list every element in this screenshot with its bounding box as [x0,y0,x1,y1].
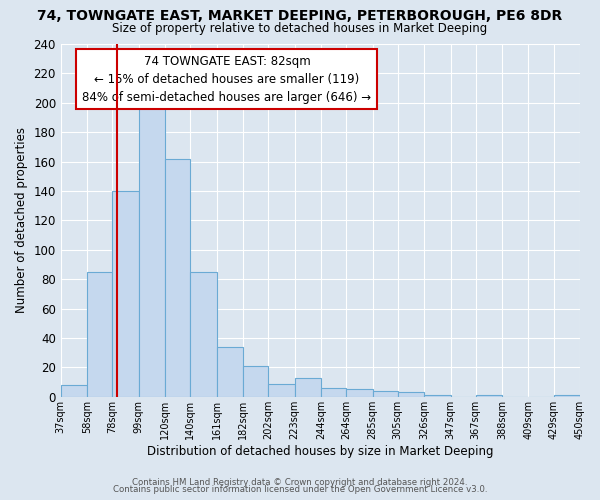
Bar [398,392,424,397]
Bar [217,347,243,397]
Bar [243,366,268,397]
Bar [112,191,139,397]
Bar [554,396,580,397]
Bar [295,378,321,397]
Bar [321,388,346,397]
Text: Contains HM Land Registry data © Crown copyright and database right 2024.: Contains HM Land Registry data © Crown c… [132,478,468,487]
Text: 74 TOWNGATE EAST: 82sqm
← 15% of detached houses are smaller (119)
84% of semi-d: 74 TOWNGATE EAST: 82sqm ← 15% of detache… [82,54,371,104]
Bar [268,384,295,397]
Text: 74, TOWNGATE EAST, MARKET DEEPING, PETERBOROUGH, PE6 8DR: 74, TOWNGATE EAST, MARKET DEEPING, PETER… [37,9,563,23]
Bar [373,391,398,397]
Bar [165,158,190,397]
Bar [476,396,502,397]
Bar [61,385,87,397]
X-axis label: Distribution of detached houses by size in Market Deeping: Distribution of detached houses by size … [147,444,494,458]
Bar [87,272,112,397]
Bar [139,104,165,397]
Y-axis label: Number of detached properties: Number of detached properties [15,128,28,314]
Bar [424,396,451,397]
Text: Size of property relative to detached houses in Market Deeping: Size of property relative to detached ho… [112,22,488,35]
Bar [190,272,217,397]
Text: Contains public sector information licensed under the Open Government Licence v3: Contains public sector information licen… [113,485,487,494]
Bar [346,390,373,397]
